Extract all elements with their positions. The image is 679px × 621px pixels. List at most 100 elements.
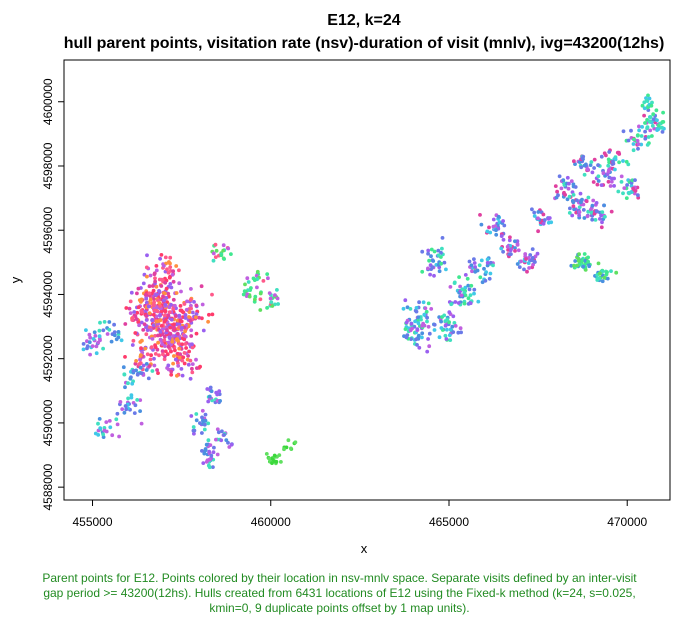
scatter-point (592, 157, 597, 162)
scatter-point (165, 267, 169, 272)
scatter-point (158, 313, 162, 318)
scatter-point (128, 311, 133, 315)
scatter-point (245, 292, 250, 297)
data-points (81, 93, 666, 470)
scatter-point (477, 263, 482, 268)
scatter-point (577, 213, 581, 218)
scatter-point (613, 167, 617, 172)
scatter-point (650, 100, 654, 105)
scatter-point (123, 404, 128, 408)
scatter-point (426, 266, 430, 271)
scatter-point (206, 438, 211, 443)
scatter-point (270, 304, 275, 308)
scatter-point (181, 355, 186, 360)
scatter-point (159, 284, 164, 288)
scatter-point (507, 238, 512, 243)
scatter-point (651, 112, 656, 117)
scatter-point (611, 159, 615, 164)
scatter-point (404, 320, 409, 325)
scatter-point (154, 293, 158, 297)
scatter-point (599, 225, 604, 230)
scatter-point (222, 433, 227, 437)
scatter-point (177, 346, 182, 351)
scatter-point (221, 248, 226, 253)
scatter-point (104, 420, 109, 424)
scatter-point (144, 332, 149, 337)
scatter-point (448, 285, 453, 289)
scatter-point (152, 356, 156, 361)
scatter-point (129, 393, 134, 398)
scatter-point (169, 285, 174, 290)
scatter-point (145, 352, 150, 357)
scatter-point (184, 346, 189, 350)
scatter-point (593, 218, 598, 222)
scatter-point (432, 249, 437, 254)
scatter-point (556, 193, 560, 198)
scatter-point (206, 463, 211, 468)
scatter-point (112, 330, 117, 334)
scatter-point (201, 328, 206, 333)
scatter-point (107, 327, 112, 332)
y-tick-label: 4590000 (41, 399, 55, 446)
scatter-point (137, 323, 142, 328)
scatter-point (138, 398, 143, 402)
scatter-point (432, 322, 437, 327)
scatter-point (465, 276, 470, 281)
scatter-point (596, 261, 601, 266)
scatter-point (246, 280, 251, 284)
scatter-point (88, 352, 92, 357)
scatter-point (608, 184, 613, 188)
scatter-point (596, 174, 601, 179)
scatter-point (266, 276, 270, 281)
scatter-point (139, 300, 143, 304)
scatter-point (119, 338, 124, 343)
scatter-point (210, 292, 214, 297)
scatter-point (166, 291, 171, 296)
scatter-point (468, 293, 473, 297)
scatter-point (157, 277, 162, 282)
scatter-point (165, 352, 170, 357)
scatter-point (126, 396, 130, 401)
scatter-point (169, 302, 173, 307)
scatter-point (647, 119, 652, 123)
scatter-point (122, 410, 127, 415)
scatter-point (598, 217, 602, 221)
scatter-point (409, 322, 414, 326)
scatter-point (87, 332, 92, 337)
scatter-point (156, 340, 161, 345)
scatter-point (553, 184, 558, 189)
scatter-point (414, 309, 419, 314)
scatter-point (241, 292, 246, 297)
scatter-point (643, 129, 647, 134)
scatter-point (183, 316, 188, 320)
scatter-point (114, 417, 119, 422)
scatter-point (170, 339, 175, 344)
scatter-point (182, 333, 187, 338)
x-tick-label: 465000 (429, 515, 469, 529)
x-axis: 455000 460000 465000 470000 (72, 499, 648, 529)
scatter-point (147, 311, 152, 316)
scatter-point (401, 306, 406, 311)
scatter-point (567, 194, 572, 199)
scatter-point (447, 333, 452, 338)
scatter-point (429, 247, 434, 252)
scatter-point (105, 332, 110, 336)
scatter-point (594, 209, 599, 214)
scatter-point (491, 263, 495, 268)
scatter-point (115, 422, 120, 427)
scatter-point (152, 363, 157, 368)
scatter-point (651, 117, 656, 122)
scatter-point (632, 137, 636, 142)
scatter-point (484, 270, 488, 274)
scatter-point (267, 456, 271, 461)
scatter-point (178, 352, 183, 357)
scatter-point (570, 213, 575, 218)
scatter-point (463, 285, 468, 290)
scatter-point (621, 191, 625, 196)
scatter-point (162, 298, 167, 303)
y-tick-label: 4596000 (41, 207, 55, 254)
scatter-point (629, 128, 633, 133)
scatter-point (586, 167, 590, 172)
scatter-point (176, 364, 181, 368)
scatter-point (153, 352, 158, 356)
